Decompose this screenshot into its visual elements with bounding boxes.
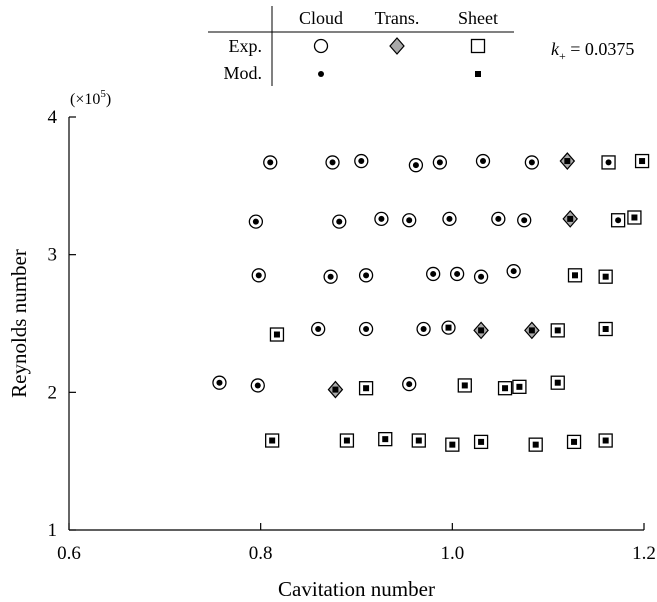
mod-sheet-marker bbox=[528, 327, 535, 334]
mod-cloud-marker bbox=[363, 272, 370, 279]
mod-cloud-marker bbox=[446, 215, 453, 222]
mod-sheet-marker bbox=[602, 326, 609, 333]
mod-cloud-marker bbox=[315, 326, 322, 333]
exp-sheet-marker bbox=[470, 38, 486, 54]
x-tick-label: 0.8 bbox=[249, 543, 273, 564]
x-axis-label: Cavitation number bbox=[278, 577, 435, 601]
mod-sheet-marker bbox=[554, 379, 561, 386]
mod-cloud-marker bbox=[430, 270, 437, 277]
x-tick-label: 0.6 bbox=[57, 543, 81, 564]
legend-row-mod: Mod. bbox=[223, 63, 262, 83]
mod-sheet-marker bbox=[532, 441, 539, 448]
y-tick-label: 1 bbox=[48, 520, 58, 541]
mod-sheet-marker bbox=[445, 324, 452, 331]
mod-sheet-marker bbox=[269, 437, 276, 444]
mod-cloud-marker bbox=[521, 217, 528, 224]
exp-cloud-marker bbox=[313, 38, 329, 54]
y-tick-label: 3 bbox=[48, 245, 58, 266]
mod-sheet-marker bbox=[602, 273, 609, 280]
mod-cloud-marker bbox=[480, 158, 486, 165]
mod-sheet-marker bbox=[475, 71, 481, 77]
y-tick-label: 2 bbox=[48, 382, 58, 403]
mod-cloud-marker bbox=[327, 273, 334, 280]
mod-sheet-marker bbox=[415, 437, 422, 444]
mod-sheet-marker bbox=[478, 438, 485, 445]
series-exp-cloud bbox=[212, 153, 540, 393]
mod-cloud-marker bbox=[336, 218, 343, 225]
y-axis-label: Reynolds number bbox=[7, 249, 31, 398]
mod-cloud-marker bbox=[254, 382, 261, 389]
x-tick-label: 1.2 bbox=[632, 543, 656, 564]
y-multiplier-exponent: 5 bbox=[100, 88, 106, 100]
mod-sheet-marker bbox=[639, 158, 646, 165]
mod-cloud-marker bbox=[605, 159, 612, 166]
k-symbol: k bbox=[551, 39, 560, 59]
mod-sheet-marker bbox=[516, 383, 523, 390]
exp-trans-marker bbox=[389, 37, 405, 55]
mod-cloud-marker bbox=[363, 326, 370, 333]
y-multiplier-prefix: (×10 bbox=[70, 91, 100, 108]
mod-sheet-marker bbox=[343, 437, 350, 444]
mod-sheet-marker bbox=[571, 438, 578, 445]
legend-row-exp: Exp. bbox=[229, 36, 263, 56]
series-exp-trans bbox=[327, 152, 579, 399]
y-tick-label: 4 bbox=[48, 107, 58, 128]
mod-cloud-marker bbox=[478, 273, 485, 280]
mod-cloud-marker bbox=[412, 162, 419, 169]
mod-cloud-marker bbox=[420, 326, 427, 333]
k-annotation: k+ = 0.0375 bbox=[551, 39, 634, 63]
mod-cloud-marker bbox=[378, 215, 385, 222]
mod-cloud-marker bbox=[318, 71, 324, 77]
mod-cloud-marker bbox=[615, 217, 622, 224]
mod-cloud-marker bbox=[436, 159, 443, 166]
legend: Cloud Trans. Sheet Exp. Mod. bbox=[208, 6, 514, 86]
mod-sheet-marker bbox=[332, 386, 339, 393]
mod-sheet-marker bbox=[567, 215, 574, 222]
legend-col-trans: Trans. bbox=[375, 8, 420, 28]
legend-col-sheet: Sheet bbox=[458, 8, 498, 28]
mod-cloud-marker bbox=[454, 270, 461, 277]
data-marks bbox=[212, 152, 650, 452]
mod-cloud-marker bbox=[406, 381, 413, 388]
mod-cloud-marker bbox=[252, 218, 259, 225]
series-mod-sheet bbox=[269, 158, 646, 448]
mod-sheet-marker bbox=[273, 331, 280, 338]
mod-sheet-marker bbox=[631, 214, 638, 221]
legend-col-cloud: Cloud bbox=[299, 8, 343, 28]
mod-sheet-marker bbox=[602, 437, 609, 444]
series-exp-sheet bbox=[265, 153, 650, 452]
y-axis-multiplier: (×105) bbox=[70, 88, 111, 108]
mod-cloud-marker bbox=[510, 268, 517, 275]
axes: 0.6 0.8 1.0 1.2 1 2 3 4 Cavitation number Reynold… bbox=[7, 39, 656, 601]
mod-cloud-marker bbox=[216, 379, 223, 386]
mod-sheet-marker bbox=[564, 158, 571, 165]
mod-sheet-marker bbox=[382, 436, 389, 443]
series-mod-cloud bbox=[216, 158, 622, 389]
mod-sheet-marker bbox=[449, 441, 456, 448]
mod-cloud-marker bbox=[495, 215, 502, 222]
mod-cloud-marker bbox=[406, 217, 413, 224]
mod-sheet-marker bbox=[363, 385, 370, 392]
mod-sheet-marker bbox=[572, 272, 578, 279]
x-tick-label: 1.0 bbox=[440, 543, 464, 564]
mod-cloud-marker bbox=[528, 159, 535, 166]
mod-cloud-marker bbox=[255, 272, 262, 279]
mod-sheet-marker bbox=[554, 327, 561, 334]
mod-sheet-marker bbox=[461, 382, 468, 389]
mod-cloud-marker bbox=[267, 159, 274, 166]
k-value: = 0.0375 bbox=[566, 39, 635, 59]
mod-cloud-marker bbox=[329, 159, 336, 166]
mod-sheet-marker bbox=[478, 327, 485, 334]
y-multiplier-suffix: ) bbox=[106, 91, 111, 108]
mod-cloud-marker bbox=[358, 158, 365, 165]
mod-sheet-marker bbox=[502, 385, 509, 392]
k-subscript: + bbox=[559, 49, 566, 63]
